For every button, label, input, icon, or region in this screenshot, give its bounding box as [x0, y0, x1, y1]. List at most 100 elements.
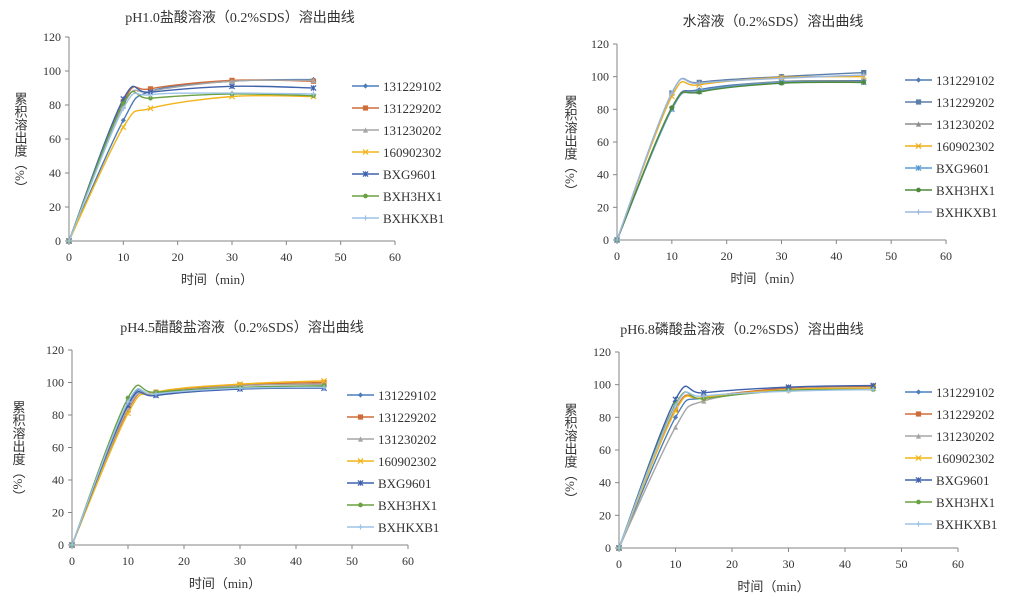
- x-axis-label: 时间（min）: [189, 576, 261, 591]
- legend-label: BXHKXB1: [378, 520, 439, 535]
- x-tick-label: 40: [290, 554, 302, 568]
- x-tick-label: 10: [670, 557, 682, 571]
- data-point: [672, 414, 679, 420]
- data-point: [357, 479, 364, 487]
- series-line: [71, 384, 325, 546]
- x-tick-label: 20: [172, 250, 184, 264]
- series-line: [616, 81, 864, 241]
- series-line: [618, 385, 874, 549]
- legend-label: 131230202: [936, 429, 995, 444]
- x-axis-label: 时间（min）: [181, 272, 253, 287]
- series-line: [68, 90, 314, 242]
- legend-label: 131229102: [936, 73, 995, 88]
- y-tick-label: 40: [52, 473, 64, 487]
- data-point: [672, 403, 679, 409]
- x-tick-label: 0: [616, 557, 622, 571]
- data-point: [357, 457, 364, 465]
- data-point: [120, 100, 126, 106]
- series-131230202: [616, 385, 876, 551]
- x-tick-label: 0: [66, 250, 72, 264]
- series-131230202: [614, 78, 867, 243]
- chart-1: pH1.0盐酸溶液（0.2%SDS）溶出曲线 0 20 40 60 80 100 120 0 10…: [13, 10, 445, 287]
- legend-label: 131230202: [936, 117, 995, 132]
- data-point: [672, 406, 679, 412]
- data-point: [362, 105, 369, 111]
- data-point: [915, 454, 922, 462]
- y-tick-label: 80: [599, 410, 611, 424]
- data-point: [125, 399, 131, 405]
- data-point: [357, 524, 364, 530]
- x-tick-label: 60: [940, 249, 952, 263]
- data-point: [363, 193, 368, 199]
- data-point: [237, 385, 243, 391]
- x-tick-label: 20: [721, 249, 733, 263]
- y-axis-label: 累积溶出度（%）: [563, 95, 578, 197]
- legend-label: BXHKXB1: [936, 517, 997, 532]
- legend-label: BXHKXB1: [936, 205, 997, 220]
- legend-label: BXH3HX1: [936, 183, 995, 198]
- chart-3: pH4.5醋酸盐溶液（0.2%SDS）溶出曲线 0 20 40 60 80 100 120 0 1…: [11, 320, 440, 591]
- data-point: [916, 187, 921, 193]
- x-tick-label: 30: [783, 557, 795, 571]
- y-tick-label: 20: [49, 200, 61, 214]
- data-point: [120, 105, 126, 111]
- x-tick-label: 0: [69, 554, 75, 568]
- chart-4: pH6.8磷酸盐溶液（0.2%SDS）溶出曲线 0 20 40 60 80 100 120 0 1…: [563, 322, 998, 594]
- series-line: [68, 92, 314, 242]
- x-tick-label: 10: [122, 554, 134, 568]
- data-point: [321, 384, 327, 390]
- x-tick-label: 40: [280, 250, 292, 264]
- data-point: [861, 80, 867, 85]
- data-point: [669, 90, 675, 96]
- data-point: [229, 78, 235, 84]
- data-point: [672, 424, 679, 430]
- data-point: [153, 391, 159, 397]
- series-BXHKXB1: [614, 72, 867, 243]
- data-point: [870, 386, 876, 393]
- series-line: [71, 383, 325, 546]
- series-131229202: [69, 379, 327, 548]
- series-line: [616, 75, 864, 241]
- x-tick-label: 10: [117, 250, 129, 264]
- series-line: [616, 74, 864, 241]
- series-BXHKXB1: [66, 90, 317, 244]
- y-tick-label: 0: [603, 233, 609, 247]
- data-point: [362, 127, 369, 133]
- series-BXHKXB1: [69, 384, 327, 548]
- series-line: [618, 387, 874, 549]
- x-tick-label: 40: [830, 249, 842, 263]
- data-point: [915, 476, 922, 484]
- data-point: [669, 105, 675, 111]
- data-point: [915, 142, 922, 150]
- data-point: [915, 411, 922, 417]
- x-tick-label: 60: [389, 250, 401, 264]
- series-131229102: [66, 76, 317, 244]
- legend-label: 160902302: [378, 454, 437, 469]
- y-tick-label: 20: [52, 506, 64, 520]
- series-160902302: [613, 73, 867, 244]
- data-point: [69, 542, 75, 548]
- y-tick-label: 120: [591, 37, 609, 51]
- x-tick-label: 30: [776, 249, 788, 263]
- data-point: [701, 393, 707, 399]
- x-tick-label: 30: [226, 250, 238, 264]
- y-tick-label: 20: [599, 508, 611, 522]
- x-tick-label: 50: [885, 249, 897, 263]
- chart-title: pH1.0盐酸溶液（0.2%SDS）溶出曲线: [125, 10, 354, 26]
- data-point: [320, 377, 328, 384]
- x-tick-label: 10: [666, 249, 678, 263]
- chart-title: pH6.8磷酸盐溶液（0.2%SDS）溶出曲线: [620, 322, 863, 338]
- x-tick-label: 40: [839, 557, 851, 571]
- y-tick-label: 80: [52, 408, 64, 422]
- series-line: [71, 386, 325, 546]
- y-axis-label: 累积溶出度（%）: [563, 403, 578, 505]
- y-tick-label: 100: [593, 378, 611, 392]
- data-point: [310, 91, 317, 97]
- x-tick-label: 20: [726, 557, 738, 571]
- x-tick-label: 50: [346, 554, 358, 568]
- series-line: [71, 386, 325, 546]
- data-point: [310, 84, 317, 92]
- data-point: [916, 499, 921, 505]
- series-131229102: [614, 78, 867, 243]
